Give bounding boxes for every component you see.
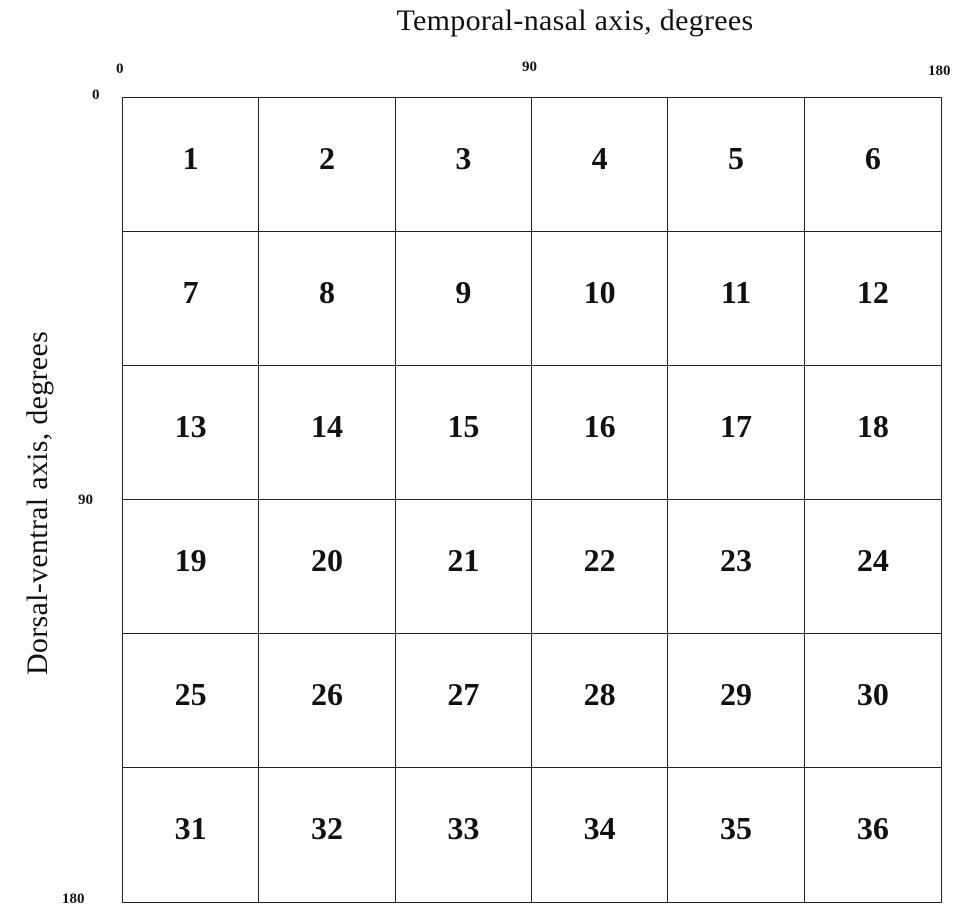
y-tick-90: 90 [78,492,93,508]
grid-cell: 15 [395,366,532,500]
grid-cell-number: 26 [310,676,343,712]
y-tick-180: 180 [62,891,85,907]
grid-cell: 19 [123,500,260,634]
grid-cell-number: 11 [720,274,752,310]
grid-cell-number: 17 [719,408,752,444]
grid-cell-number: 32 [310,810,343,846]
grid-cell: 6 [804,98,941,232]
grid-cell-number: 36 [856,810,889,846]
grid-cell-number: 1 [182,140,199,176]
grid-cell: 8 [259,232,396,366]
grid-cell-number: 30 [856,676,889,712]
grid-cell-number: 19 [174,542,207,578]
grid-cell-number: 8 [318,274,335,310]
grid-cell-number: 4 [591,140,608,176]
grid-cell: 31 [123,768,260,902]
grid-cell-number: 9 [455,274,472,310]
grid-cell-number: 24 [856,542,889,578]
grid-cell-number: 22 [583,542,616,578]
grid-cell: 32 [259,768,396,902]
grid-cell: 27 [395,634,532,768]
grid-cell-number: 6 [864,140,881,176]
grid-cell-number: 34 [583,810,616,846]
grid-cell-number: 25 [174,676,207,712]
grid-cell-number: 15 [447,408,480,444]
grid-cell-number: 33 [447,810,480,846]
grid-cell: 22 [531,500,669,634]
grid-cell-number: 14 [310,408,343,444]
grid-cell-number: 28 [583,676,616,712]
grid-cell: 20 [259,500,396,634]
grid-cell: 5 [668,98,805,232]
grid-cell: 14 [259,366,396,500]
grid-cell-number: 16 [583,408,616,444]
region-grid: 1 2 3 4 5 6 7 8 9 10 11 12 13 14 15 16 17 18 19 20 21 22 23 24 2… [122,97,942,903]
grid-cell-number: 3 [455,140,472,176]
grid-cell: 35 [668,768,805,902]
grid-cell: 7 [123,232,260,366]
x-axis-title: Temporal-nasal axis, degrees [396,4,754,37]
grid-cell-number: 35 [719,810,752,846]
grid-cell: 3 [395,98,532,232]
grid-cell: 25 [123,634,260,768]
grid-cell: 9 [395,232,532,366]
grid-cell-number: 13 [174,408,207,444]
grid-cell: 33 [396,768,532,902]
grid-cell-number: 21 [447,542,480,578]
y-axis-title: Dorsal-ventral axis, degrees [21,330,54,676]
grid-cell: 1 [123,98,260,232]
grid-cell: 36 [805,768,941,902]
grid-cell-number: 23 [719,542,752,578]
x-tick-0: 0 [116,61,124,77]
grid-cell: 24 [804,500,941,634]
grid-cell: 34 [532,768,669,902]
grid-cell-number: 7 [182,274,199,310]
grid-cell-number: 18 [856,408,889,444]
grid-cell-number: 31 [174,810,207,846]
grid-cell: 11 [668,232,805,366]
grid-cell: 17 [668,366,805,500]
grid-cell: 23 [668,500,805,634]
grid-cell: 21 [395,500,532,634]
grid-cell-number: 12 [856,274,889,310]
x-tick-180: 180 [928,63,951,79]
grid-cell: 18 [804,366,941,500]
grid-cell-number: 29 [719,676,752,712]
grid-cell-number: 27 [447,676,480,712]
y-tick-0: 0 [92,87,100,103]
grid-cell: 2 [259,98,396,232]
grid-cell-number: 10 [583,274,616,310]
grid-cell: 4 [531,98,669,232]
grid-cell: 29 [668,634,805,768]
grid-cell: 13 [123,366,260,500]
grid-cell-number: 2 [318,140,335,176]
grid-cell: 26 [259,634,396,768]
grid-cell: 10 [531,232,669,366]
x-tick-90: 90 [522,59,537,75]
grid-cell: 28 [531,634,669,768]
grid-cell: 16 [531,366,669,500]
grid-cell-number: 5 [727,140,744,176]
grid-cell-number: 20 [310,542,343,578]
grid-cell: 30 [804,634,941,768]
grid-cell: 12 [804,232,941,366]
